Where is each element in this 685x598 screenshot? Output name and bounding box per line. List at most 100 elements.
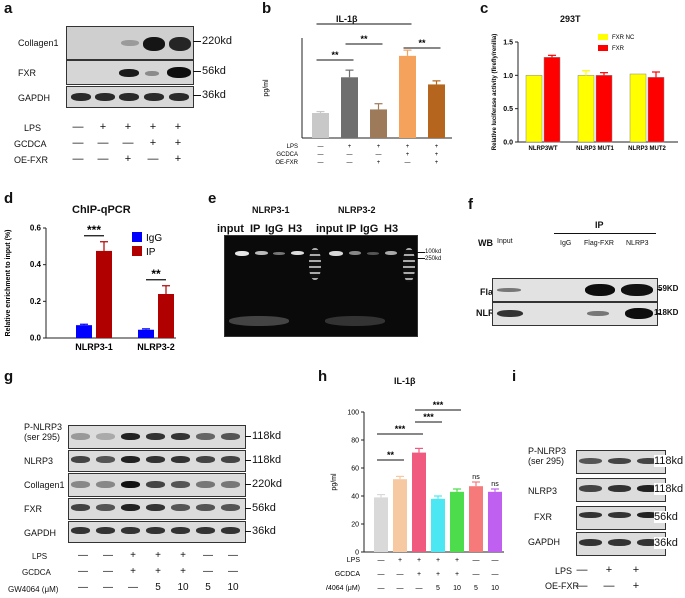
condition-sign: — — [72, 121, 84, 133]
bar — [370, 109, 387, 138]
category-label: NLRP3WT — [529, 146, 558, 152]
condition-sign: — — [576, 564, 588, 576]
ns-label: ns — [472, 474, 480, 481]
legend-label: FXR NC — [612, 35, 635, 41]
condition-sign: + — [605, 564, 613, 576]
bar — [577, 75, 595, 143]
bar — [312, 113, 329, 138]
chart-h-title: IL-1β — [394, 376, 416, 386]
significance-label: *** — [395, 424, 406, 434]
blot-band — [221, 481, 240, 488]
panel-letter-h: h — [318, 368, 328, 385]
blot-band — [221, 433, 240, 440]
condition-sign: + — [632, 580, 640, 592]
condition-sign: + — [99, 121, 107, 133]
blot-band — [96, 456, 115, 463]
blot-band — [637, 512, 660, 518]
gel-lane-label: IgG — [360, 223, 379, 235]
condition-sign: 5 — [205, 582, 211, 593]
y-axis-label: pg/ml — [331, 473, 338, 491]
condition-label: LPS — [287, 144, 298, 150]
condition-sign: + — [435, 160, 439, 166]
blot-band — [71, 504, 90, 511]
condition-sign: — — [378, 571, 385, 578]
condition-label: GW4064 (μM) — [326, 585, 360, 592]
gel-lane-label: IgG — [265, 223, 284, 235]
condition-sign: — — [122, 137, 134, 149]
chart-c-title: 293T — [560, 14, 581, 24]
chart-b-title: IL-1β — [336, 14, 358, 24]
ip-blot-flag — [492, 278, 658, 302]
panel-letter-i: i — [512, 368, 517, 385]
condition-sign: + — [455, 557, 459, 564]
blot-band — [71, 433, 90, 440]
panel-letter-e: e — [208, 190, 217, 207]
i-label-p-nlrp3: P-NLRP3 (ser 295) — [528, 446, 567, 466]
category-label: NLRP3-2 — [137, 342, 175, 352]
ip-lane-igg: IgG — [560, 240, 572, 247]
condition-sign: + — [377, 144, 381, 150]
condition-sign: + — [435, 144, 439, 150]
condition-sign: — — [203, 566, 213, 577]
condition-sign: — — [97, 137, 109, 149]
gel-header-nlrp3-1: NLRP3-1 — [252, 205, 290, 215]
ip-blot-nlrp3 — [492, 302, 658, 326]
size-marker-56kd: 56kd — [202, 65, 226, 77]
legend-swatch — [132, 232, 142, 242]
condition-label-oe-fxr: OE-FXR — [14, 155, 49, 165]
bar — [76, 325, 92, 338]
blot-band — [196, 527, 215, 534]
blot-band — [221, 504, 240, 511]
blot-label-collagen1: Collagen1 — [18, 38, 59, 48]
gel-lane-label: H3 — [384, 223, 399, 235]
blot-band — [171, 456, 190, 463]
condition-sign: — — [473, 571, 480, 578]
g-label-gapdh: GAPDH — [24, 528, 57, 538]
blot-band — [608, 485, 631, 492]
blot-band — [196, 504, 215, 511]
blot-band — [71, 456, 90, 463]
g-size-56kd: 56kd — [252, 502, 276, 514]
y-tick-label: 0.0 — [30, 334, 42, 343]
condition-sign: — — [397, 571, 404, 578]
condition-sign: — — [405, 160, 411, 166]
y-tick-label: 0.6 — [30, 224, 42, 233]
blot-band — [608, 539, 631, 546]
condition-sign: — — [603, 580, 615, 592]
category-label: NLRP3-1 — [75, 342, 113, 352]
blot-band — [171, 527, 190, 534]
condition-sign: + — [406, 144, 410, 150]
i-condition-oe-fxr: OE-FXR — [545, 581, 580, 591]
condition-sign: — — [78, 566, 88, 577]
y-tick-label: 40 — [351, 494, 359, 501]
condition-sign: — — [318, 152, 324, 158]
ip-size-59kd: 59KD — [658, 284, 679, 293]
condition-sign: + — [436, 571, 440, 578]
condition-sign: — — [492, 571, 499, 578]
bar — [399, 55, 416, 138]
significance-label: ** — [360, 34, 368, 44]
condition-sign: + — [124, 121, 132, 133]
bar — [488, 491, 502, 552]
category-label: NLRP3 MUT1 — [576, 146, 614, 152]
blot-band — [637, 458, 660, 464]
blot-band — [579, 458, 602, 464]
significance-label: ** — [331, 50, 339, 60]
condition-sign: — — [103, 550, 113, 561]
condition-sign: 5 — [155, 582, 161, 593]
gel-lane-label: H3 — [288, 223, 303, 235]
ip-row-nlrp3: NLRP3 — [476, 308, 506, 318]
y-tick-label: 1.0 — [503, 73, 513, 80]
gel-lane-label: IP — [346, 223, 357, 235]
blot-band — [579, 539, 602, 546]
blot-band — [196, 433, 215, 440]
blot-band — [146, 456, 165, 463]
panel-letter-g: g — [4, 368, 14, 385]
size-marker-36kd: 36kd — [202, 89, 226, 101]
bar — [341, 77, 358, 138]
blot-band — [96, 481, 115, 488]
legend-swatch — [598, 34, 608, 40]
blot-band — [121, 433, 140, 440]
condition-label-lps: LPS — [24, 123, 42, 133]
i-size-118kd-a: 118kd — [654, 455, 684, 467]
